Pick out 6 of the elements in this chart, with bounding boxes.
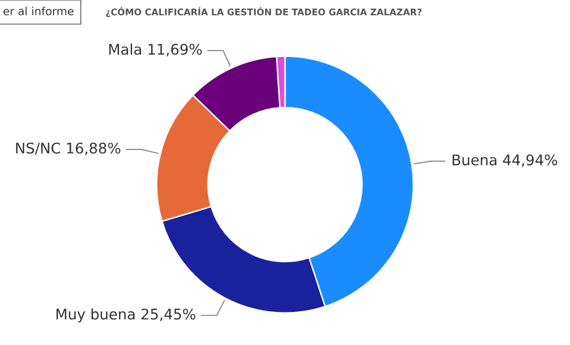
text: er al informe: [3, 6, 74, 16]
slice-label: NS/NC 16,88%: [16, 142, 120, 156]
slice-label: Muy buena 25,45%: [56, 308, 196, 322]
chart-title: ¿CÓMO CALIFICARÍA LA GESTIÓN DE TADEO GARCIA ZALAZAR?: [106, 6, 422, 18]
slice-label: Mala 11,69%: [109, 44, 202, 56]
slice-label: Buena 44,94%: [452, 154, 558, 167]
